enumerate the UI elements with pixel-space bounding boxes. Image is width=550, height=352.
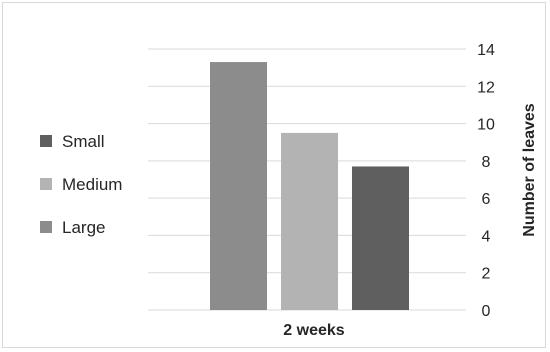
y-tick-label: 14	[477, 42, 495, 59]
legend-label-small: Small	[62, 132, 105, 151]
legend-label-medium: Medium	[62, 175, 122, 194]
x-category-label: 2 weeks	[283, 322, 344, 339]
chart-frame	[2, 2, 546, 348]
legend: Small Medium Large	[40, 132, 122, 237]
y-tick-labels: 0 2 4 6 8 10 12 14	[477, 42, 495, 320]
y-tick-label: 2	[482, 266, 491, 283]
legend-swatch-medium	[40, 178, 52, 190]
y-tick-label: 10	[477, 117, 495, 134]
bars	[210, 62, 409, 310]
bar-large	[210, 62, 267, 310]
legend-label-large: Large	[62, 218, 105, 237]
bar-small	[352, 166, 409, 310]
y-axis-title: Number of leaves	[521, 103, 538, 236]
y-tick-label: 12	[477, 79, 495, 96]
bar-medium	[281, 132, 338, 310]
legend-swatch-large	[40, 221, 52, 233]
y-tick-label: 4	[482, 228, 491, 245]
legend-swatch-small	[40, 135, 52, 147]
y-tick-label: 0	[482, 303, 491, 320]
y-tick-label: 8	[482, 154, 491, 171]
y-tick-label: 6	[482, 191, 491, 208]
